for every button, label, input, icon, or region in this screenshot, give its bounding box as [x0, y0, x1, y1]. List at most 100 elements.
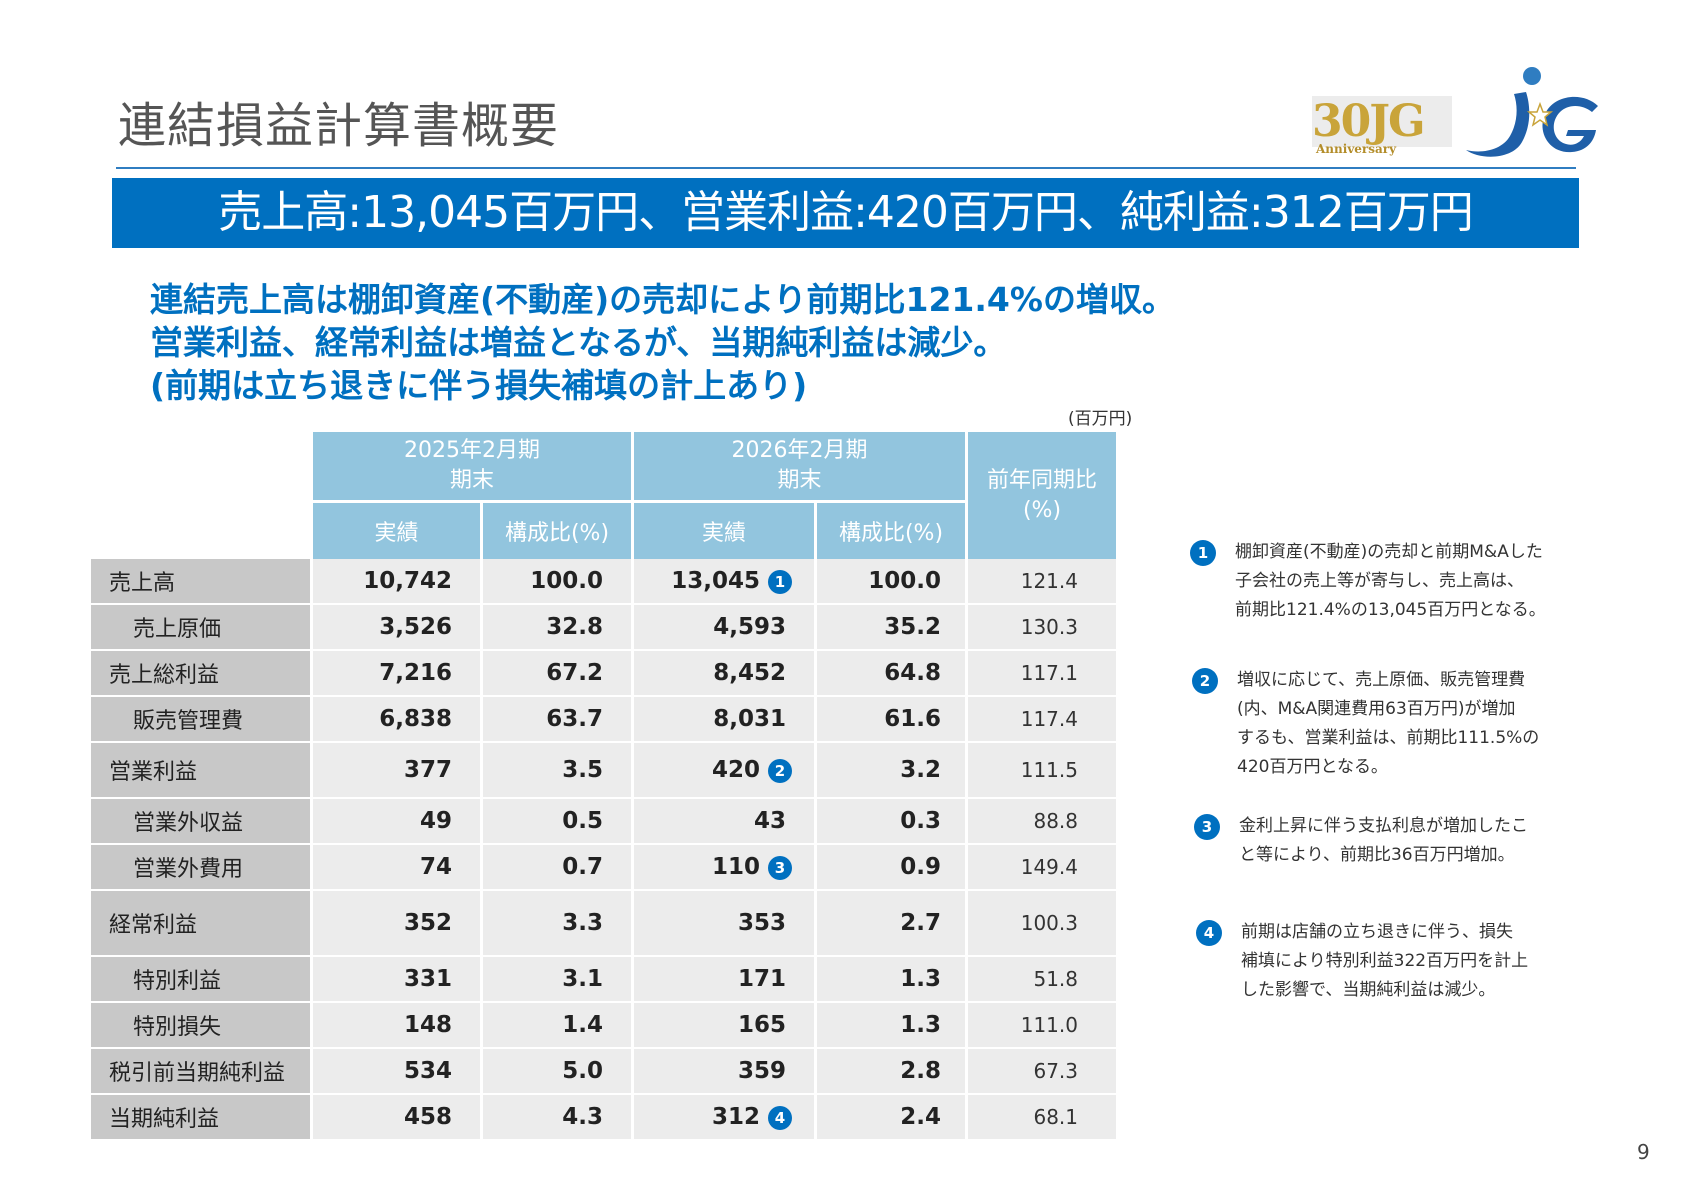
- ratio-2026-cell: 100.0: [817, 559, 965, 605]
- column-header-ratio: 構成比(%): [817, 503, 965, 559]
- ratio-2025-cell-value: 5.0: [562, 1058, 603, 1084]
- ratio-2025-cell: 0.7: [483, 845, 631, 891]
- actual-2025-cell: 534: [313, 1049, 480, 1095]
- note-badge-icon: 1: [768, 569, 792, 594]
- footnote-line: した影響で、当期純利益は減少。: [1241, 980, 1496, 1000]
- row-label-value: 税引前当期純利益: [109, 1061, 286, 1086]
- yoy-cell-value: 111.0: [1020, 1013, 1078, 1037]
- actual-2026-cell-value: 8,031: [713, 706, 786, 732]
- ratio-2026-cell: 61.6: [817, 697, 965, 743]
- actual-2026-cell: 8,452: [634, 651, 814, 697]
- ratio-2025-cell: 0.5: [483, 799, 631, 845]
- actual-2025-cell-value: 6,838: [379, 706, 452, 732]
- table-row: 売上原価 3,526 32.8 4,593 35.2 130.3: [91, 605, 1116, 651]
- ratio-2026-cell-value: 61.6: [884, 706, 941, 732]
- actual-2026-cell: 4,593: [634, 605, 814, 651]
- row-label-value: 売上原価: [133, 617, 222, 642]
- yoy-cell-value: 117.4: [1020, 707, 1078, 731]
- footnote-line: 前期は店舗の立ち退きに伴う、損失: [1241, 922, 1513, 942]
- actual-2026-cell: 420 2: [634, 743, 814, 799]
- yoy-cell-value: 100.3: [1020, 911, 1078, 935]
- column-header-ratio: 構成比(%): [483, 503, 631, 559]
- actual-2026-cell-value: 8,452: [713, 660, 786, 686]
- yoy-cell: 88.8: [968, 799, 1116, 845]
- actual-2025-cell: 377: [313, 743, 480, 799]
- table-row: 特別利益 331 3.1 171 1.3 51.8: [91, 957, 1116, 1003]
- actual-2025-cell-value: 458: [403, 1104, 452, 1130]
- row-label-value: 経常利益: [109, 913, 198, 938]
- page-title: 連結損益計算書概要: [118, 98, 560, 154]
- table-row: 税引前当期純利益 534 5.0 359 2.8 67.3: [91, 1049, 1116, 1095]
- yoy-cell: 100.3: [968, 891, 1116, 957]
- table-row: 営業利益 377 3.5 420 2 3.2 111.5: [91, 743, 1116, 799]
- row-label: 営業利益: [91, 743, 310, 799]
- row-label-value: 営業外費用: [133, 857, 244, 882]
- ratio-2026-cell: 0.9: [817, 845, 965, 891]
- footnote-number-icon: 2: [1192, 668, 1218, 694]
- ratio-2026-cell-value: 2.8: [900, 1058, 941, 1084]
- row-label: 売上原価: [91, 605, 310, 651]
- yoy-cell: 51.8: [968, 957, 1116, 1003]
- ratio-2026-cell-value: 1.3: [900, 966, 941, 992]
- ratio-2025-cell-value: 0.5: [562, 808, 603, 834]
- actual-2025-cell-value: 7,216: [379, 660, 452, 686]
- yoy-header-line: (%): [1022, 497, 1062, 523]
- actual-2025-cell: 7,216: [313, 651, 480, 697]
- ratio-2026-cell: 64.8: [817, 651, 965, 697]
- actual-2025-cell-value: 74: [419, 854, 452, 880]
- ratio-2025-cell: 3.3: [483, 891, 631, 957]
- ratio-2025-cell: 3.5: [483, 743, 631, 799]
- ratio-2026-cell: 35.2: [817, 605, 965, 651]
- footnote-line: するも、営業利益は、前期比111.5%の: [1237, 728, 1540, 748]
- title-divider: [116, 167, 1576, 169]
- yoy-cell: 111.5: [968, 743, 1116, 799]
- actual-2026-cell-value: 312: [711, 1104, 760, 1130]
- actual-2025-cell: 3,526: [313, 605, 480, 651]
- row-label: 経常利益: [91, 891, 310, 957]
- footnote-line: (内、M&A関連費用63百万円)が増加: [1237, 699, 1516, 719]
- ratio-2025-cell-value: 32.8: [546, 614, 603, 640]
- actual-2025-cell: 10,742: [313, 559, 480, 605]
- actual-2026-cell-value: 43: [753, 808, 786, 834]
- actual-2026-cell-value: 171: [737, 966, 786, 992]
- ratio-2025-cell: 32.8: [483, 605, 631, 651]
- actual-2025-cell-value: 331: [403, 966, 452, 992]
- anniversary-logo-label: Anniversary: [1316, 142, 1397, 156]
- footnote-line: 子会社の売上等が寄与し、売上高は、: [1235, 571, 1524, 591]
- yoy-cell-value: 149.4: [1020, 855, 1078, 879]
- period-header-2026: 2026年2月期 期末: [634, 432, 965, 503]
- row-label: 特別損失: [91, 1003, 310, 1049]
- ratio-2025-cell: 5.0: [483, 1049, 631, 1095]
- footnote-text: 棚卸資産(不動産)の売却と前期M&Aした 子会社の売上等が寄与し、売上高は、 前期比…: [1235, 538, 1595, 625]
- ratio-2026-cell-value: 0.9: [900, 854, 941, 880]
- footnote-number-icon: 4: [1196, 920, 1222, 946]
- yoy-cell: 117.4: [968, 697, 1116, 743]
- page-number: 9: [1637, 1140, 1650, 1164]
- actual-2026-cell: 110 3: [634, 845, 814, 891]
- table-row: 営業外収益 49 0.5 43 0.3 88.8: [91, 799, 1116, 845]
- actual-2025-cell-value: 352: [403, 910, 452, 936]
- footnote-line: 420百万円となる。: [1237, 757, 1388, 777]
- ratio-2026-cell-value: 35.2: [884, 614, 941, 640]
- actual-2026-cell-value: 420: [711, 757, 760, 783]
- column-header-actual: 実績: [313, 503, 480, 559]
- ratio-2026-cell-value: 2.7: [900, 910, 941, 936]
- summary-line: 連結売上高は棚卸資産(不動産)の売却により前期比121.4%の増収。: [150, 280, 1175, 319]
- yoy-cell-value: 68.1: [1033, 1105, 1078, 1129]
- yoy-cell-value: 51.8: [1033, 967, 1078, 991]
- ratio-2025-cell: 1.4: [483, 1003, 631, 1049]
- actual-2026-cell: 13,045 1: [634, 559, 814, 605]
- actual-2025-cell: 352: [313, 891, 480, 957]
- row-label-value: 特別利益: [133, 969, 222, 994]
- table-row: 販売管理費 6,838 63.7 8,031 61.6 117.4: [91, 697, 1116, 743]
- actual-2025-cell-value: 49: [419, 808, 452, 834]
- headline-banner: 売上高:13,045百万円、営業利益:420百万円、純利益:312百万円: [112, 178, 1579, 248]
- ratio-2026-cell: 2.7: [817, 891, 965, 957]
- ratio-2026-cell-value: 2.4: [900, 1104, 941, 1130]
- ratio-2025-cell-value: 1.4: [562, 1012, 603, 1038]
- ratio-2025-cell-value: 67.2: [546, 660, 603, 686]
- period-header-2025: 2025年2月期 期末: [313, 432, 631, 503]
- ratio-2025-cell: 67.2: [483, 651, 631, 697]
- row-label: 売上総利益: [91, 651, 310, 697]
- ratio-2025-cell-value: 3.5: [562, 757, 603, 783]
